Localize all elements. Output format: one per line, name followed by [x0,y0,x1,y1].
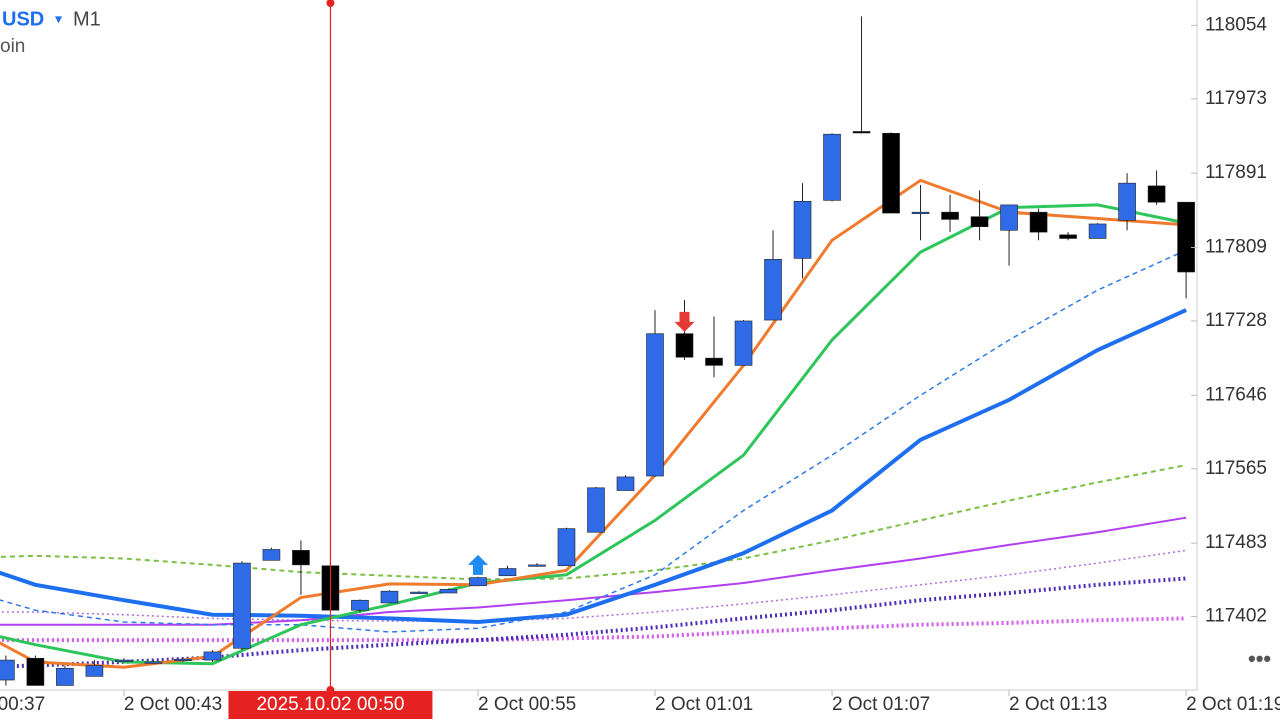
candle-body [764,259,782,321]
candle-body [705,357,723,366]
x-tick-label: 2 Oct 00:43 [124,694,222,715]
candle-body [793,200,812,259]
candle-body [498,568,517,577]
candle-body [115,659,133,662]
candle-body [262,549,281,561]
indicator-line [0,308,1187,625]
candle-body [351,599,369,611]
candle-body [469,577,487,587]
y-tick-label: 117646 [1205,384,1267,405]
candle-body [852,131,871,134]
indicator-line [0,549,1187,622]
candle-body [646,333,664,477]
signal-arrow [674,311,695,332]
candle-body [882,132,900,214]
y-tick-label: 117891 [1205,162,1267,183]
x-tick-label: 2 Oct 00:37 [0,694,45,715]
crosshair-dot [326,0,335,7]
x-tick-label: 2 Oct 01:13 [1009,694,1107,715]
candle-body [56,667,74,686]
candle-body [1059,234,1077,239]
candle-body [292,550,310,566]
indicator-line [0,516,1187,626]
candle-body [174,658,192,661]
symbol[interactable]: USD [2,8,44,30]
plot-area [0,16,1195,686]
y-tick-label: 117973 [1205,88,1267,109]
indicator-line [0,616,1187,643]
candle-body [380,590,399,604]
candle-body [439,589,458,594]
y-tick-label: 117483 [1205,532,1267,553]
candle-body [1000,204,1018,231]
symbol-dropdown[interactable]: ▾ [55,11,62,27]
y-tick-label: 117402 [1205,606,1267,627]
crosshair-label-box [228,691,433,719]
more-menu[interactable]: ••• [1248,646,1271,671]
candle-body [85,665,104,677]
y-tick-label: 117565 [1205,458,1267,479]
signal-arrow [467,554,488,575]
candle-body [1147,185,1166,203]
candle-body [970,216,989,227]
candle-body [26,657,45,686]
candle-body [203,651,222,661]
candle-body [911,211,930,214]
candle-body [1029,211,1048,233]
candle-body [557,528,576,567]
candle-body [1118,182,1136,221]
candle-body [410,591,428,594]
candle-body [941,211,959,220]
y-tick-label: 118054 [1205,14,1267,35]
symbol-description: oin [0,36,25,57]
y-tick-label: 117728 [1205,310,1267,331]
candle-body [233,562,251,649]
candle-body [734,320,753,366]
candle-body [675,333,694,358]
candle-body [587,487,605,533]
crosshair-label: 2025.10.02 00:50 [256,694,404,715]
candle-body [616,476,635,491]
candle-body [0,659,15,681]
x-tick-label: 2 Oct 01:07 [832,694,930,715]
indicator-line [0,249,1187,633]
timeframe[interactable]: M1 [73,8,101,30]
x-tick-label: 2 Oct 00:55 [478,694,576,715]
candle-body [144,661,163,664]
candle-body [823,133,841,201]
x-tick-label: 2 Oct 01:19 [1186,694,1280,715]
x-tick-label: 2 Oct 01:01 [655,694,753,715]
candle-body [528,564,546,567]
y-tick-label: 117809 [1205,237,1267,258]
candle-body [1177,201,1195,273]
candle-body [1088,223,1107,239]
